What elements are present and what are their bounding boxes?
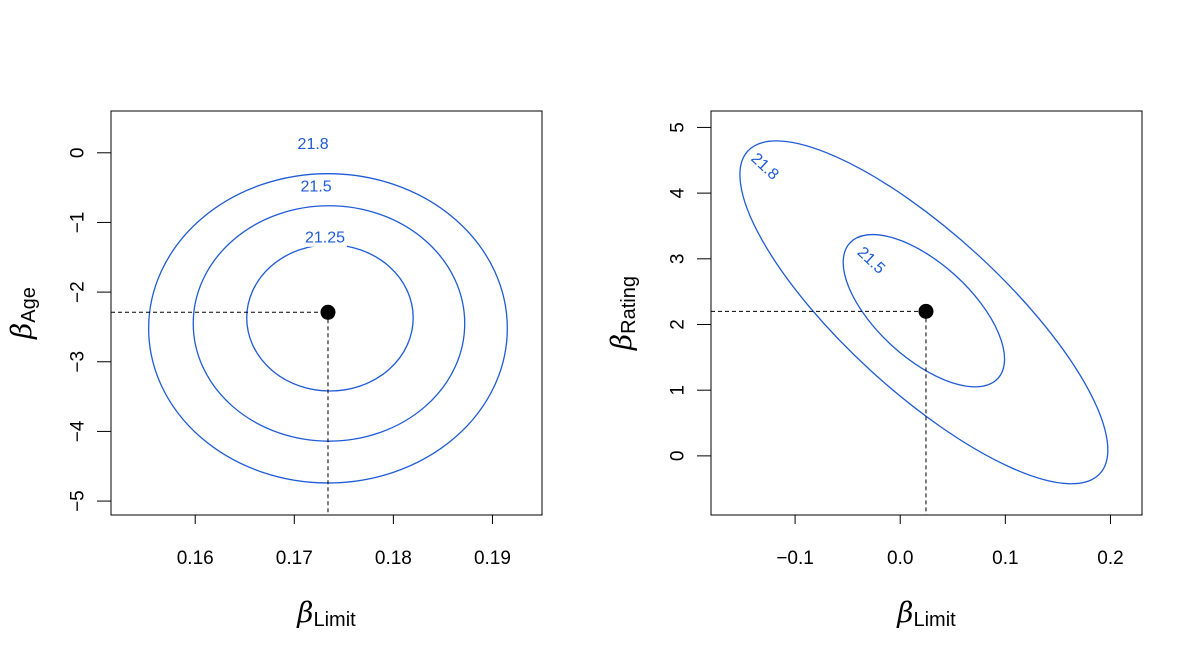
y-tick-label: −3 xyxy=(68,351,89,373)
contour-level-label: 21.25 xyxy=(305,229,345,246)
contour-label-bg xyxy=(291,133,336,154)
x-axis-label: βLimit xyxy=(296,596,356,631)
x-tick-label: 0.2 xyxy=(1097,548,1123,569)
y-axis-label-symbol: β xyxy=(605,334,638,351)
y-axis-label-subscript: Age xyxy=(18,287,40,323)
contour-level-label: 21.8 xyxy=(298,136,329,153)
y-tick-label: −2 xyxy=(68,281,89,303)
y-axis-label: βRating xyxy=(605,276,640,351)
contour-label-bg xyxy=(294,175,339,196)
x-tick-label: −0.1 xyxy=(776,548,814,569)
y-tick-label: 5 xyxy=(668,122,689,133)
y-tick-label: 3 xyxy=(668,254,689,265)
y-axis-label-subscript: Rating xyxy=(618,276,640,334)
minimum-point xyxy=(320,304,336,320)
x-tick-label: 0.0 xyxy=(887,548,913,569)
y-tick-label: −4 xyxy=(68,420,89,442)
y-axis-label-symbol: β xyxy=(5,323,38,340)
contour-label-bg xyxy=(850,240,892,281)
x-axis-label-symbol: β xyxy=(896,596,913,629)
y-tick-label: 4 xyxy=(668,187,689,198)
x-axis-label-symbol: β xyxy=(296,596,313,629)
x-tick-label: 0.18 xyxy=(375,548,412,569)
contour-label-bg xyxy=(303,226,348,247)
contour-line xyxy=(192,205,466,442)
y-tick-label: 0 xyxy=(68,148,89,159)
x-axis-label-subscript: Limit xyxy=(913,609,956,631)
y-axis-label: βAge xyxy=(5,287,40,340)
y-tick-label: 2 xyxy=(668,319,689,330)
x-tick-label: 0.19 xyxy=(474,548,511,569)
plot-frame xyxy=(710,110,1143,516)
contour-label-bg xyxy=(743,146,786,188)
x-axis-label: βLimit xyxy=(896,596,956,631)
left-contour-panel: 0.16 0.17 0.18 0.19 0 −1 −2 −3 −4 −5 21.25 21.5 21.8… xyxy=(5,110,543,631)
plot-frame xyxy=(110,110,543,516)
contour-line xyxy=(842,233,1006,388)
x-tick-label: 0.17 xyxy=(276,548,313,569)
y-tick-label: −1 xyxy=(68,212,89,234)
x-tick-label: 0.16 xyxy=(177,548,214,569)
y-tick-label: 1 xyxy=(668,385,689,396)
minimum-point xyxy=(918,303,934,319)
x-axis-label-subscript: Limit xyxy=(313,609,356,631)
y-tick-label: 0 xyxy=(668,451,689,462)
contour-level-label: 21.5 xyxy=(301,178,332,195)
x-tick-label: 0.1 xyxy=(992,548,1018,569)
contour-line xyxy=(739,140,1109,485)
y-tick-label: −5 xyxy=(68,490,89,512)
